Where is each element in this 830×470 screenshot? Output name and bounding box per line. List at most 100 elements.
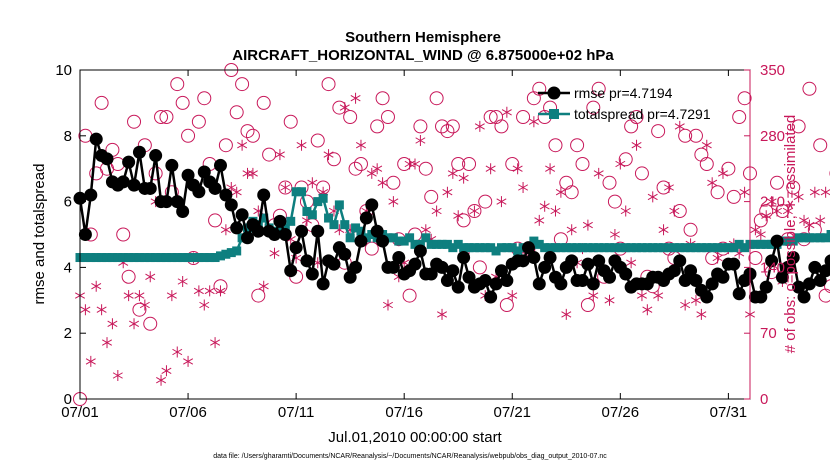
rmse-point (446, 264, 460, 278)
totalspread-point (680, 243, 690, 253)
obs-possible-point (197, 91, 212, 106)
totalspread-point (286, 216, 296, 226)
rmse-point (765, 254, 779, 268)
obs-assimilated-point (485, 163, 496, 175)
rmse-point (300, 254, 314, 268)
rmse-point (581, 257, 595, 271)
totalspread-point (432, 239, 442, 249)
rmse-point (489, 277, 503, 291)
rmse-point (219, 188, 233, 202)
obs-assimilated-point (539, 200, 550, 212)
obs-possible-point (240, 124, 255, 139)
totalspread-point (799, 233, 809, 243)
obs-assimilated-point (431, 205, 442, 217)
obs-assimilated-point (550, 205, 561, 217)
rmse-point (732, 287, 746, 301)
totalspread-point (324, 213, 334, 223)
rmse-point (667, 264, 681, 278)
obs-possible-point (456, 213, 471, 228)
obs-possible-point (235, 77, 250, 92)
y2-tick-label: 140 (760, 259, 785, 276)
rmse-point (565, 254, 579, 268)
rmse-point (230, 221, 244, 235)
totalspread-point (578, 243, 587, 253)
totalspread-point (167, 253, 177, 263)
obs-assimilated-point (474, 120, 485, 132)
totalspread-point (729, 243, 739, 253)
totalspread-point (107, 253, 117, 263)
totalspread-point (178, 253, 188, 263)
obs-possible-point (770, 175, 785, 190)
totalspread-point (475, 243, 485, 253)
totalspread-point (453, 239, 463, 249)
totalspread-point (156, 253, 166, 263)
obs-assimilated-point (145, 271, 156, 283)
obs-possible-point (445, 119, 460, 134)
totalspread-point (210, 253, 220, 263)
totalspread-point (426, 239, 436, 249)
totalspread-point (686, 243, 696, 253)
totalspread-point (556, 243, 566, 253)
totalspread-point (199, 253, 209, 263)
obs-possible-point (370, 119, 385, 134)
obs-assimilated-point (382, 299, 393, 311)
obs-assimilated-point (615, 158, 626, 170)
obs-assimilated-point (129, 318, 140, 330)
totalspread-point (188, 253, 198, 263)
totalspread-point (761, 239, 771, 249)
obs-possible-point (132, 302, 147, 317)
obs-possible-point (532, 81, 547, 96)
obs-possible-point (618, 152, 633, 167)
totalspread-point (232, 246, 242, 256)
totalspread-point (259, 213, 269, 223)
totalspread-point (702, 243, 712, 253)
totalspread-point (659, 243, 669, 253)
obs-assimilated-point (669, 205, 680, 217)
rmse-point (159, 195, 173, 209)
rmse-point (365, 198, 379, 212)
totalspread-point (394, 236, 404, 246)
rmse-point (122, 155, 136, 169)
obs-assimilated-point (690, 294, 701, 306)
obs-assimilated-point (112, 370, 123, 381)
obs-possible-point (262, 147, 277, 162)
obs-possible-point (94, 95, 109, 110)
obs-assimilated-point (809, 186, 820, 198)
totalspread-point (594, 243, 604, 253)
totalspread-point (583, 243, 593, 253)
y-tick-label: 6 (64, 194, 72, 211)
obs-possible-point (127, 114, 142, 129)
rmse-point (278, 228, 292, 241)
y2-tick-label: 280 (760, 128, 785, 145)
obs-possible-point (154, 110, 169, 124)
obs-possible-point (472, 260, 487, 275)
obs-assimilated-point (534, 214, 545, 226)
totalspread-point (140, 253, 150, 263)
obs-possible-point (591, 81, 606, 96)
totalspread-point (545, 243, 555, 253)
obs-possible-point (516, 110, 531, 124)
obs-assimilated-point (739, 186, 750, 198)
totalspread-point (756, 239, 766, 249)
rmse-point (376, 234, 390, 248)
obs-assimilated-point (496, 196, 507, 208)
obs-assimilated-point (545, 163, 556, 175)
totalspread-point (750, 239, 760, 249)
rmse-point (197, 165, 211, 179)
obs-assimilated-point (437, 308, 448, 320)
obs-assimilated-point (501, 106, 512, 118)
obs-possible-point (489, 110, 504, 124)
rmse-point (700, 290, 714, 304)
totalspread-point (653, 243, 663, 253)
obs-possible-point (791, 119, 806, 134)
obs-possible-point (310, 133, 325, 148)
obs-possible-point (143, 316, 158, 331)
obs-assimilated-point (561, 308, 572, 320)
obs-assimilated-point (415, 135, 426, 146)
obs-possible-point (548, 138, 563, 153)
totalspread-point (621, 243, 631, 253)
obs-assimilated-point (85, 355, 96, 367)
obs-assimilated-point (804, 219, 815, 231)
obs-assimilated-point (247, 167, 258, 179)
